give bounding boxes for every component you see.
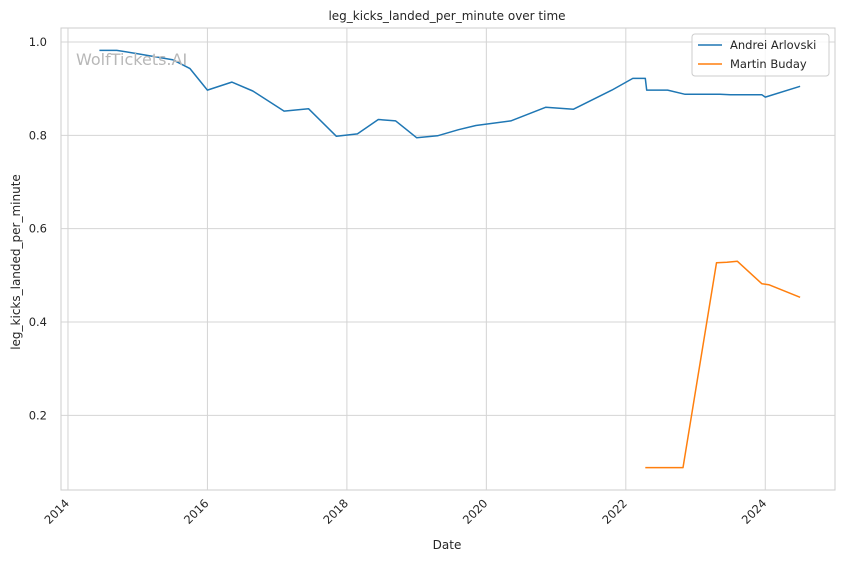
y-tick-label: 0.8: [29, 128, 47, 142]
legend-label-andrei-arlovski: Andrei Arlovski: [730, 38, 816, 52]
x-tick-label: 2016: [181, 496, 212, 527]
x-axis-ticks: 2014 2016 2018 2020 2022 2024: [41, 496, 769, 527]
legend-label-martin-buday: Martin Buday: [730, 57, 807, 71]
x-tick-label: 2014: [41, 496, 72, 527]
grid: [61, 28, 835, 490]
legend-box: [691, 33, 830, 77]
chart-title: leg_kicks_landed_per_minute over time: [328, 9, 565, 23]
y-tick-label: 0.2: [29, 408, 47, 422]
series-lines: [99, 49, 801, 469]
y-tick-label: 0.4: [29, 315, 47, 329]
y-tick-label: 0.6: [29, 222, 47, 236]
y-axis-ticks: 0.2 0.4 0.6 0.8 1.0: [29, 35, 47, 422]
x-axis-label: Date: [433, 538, 462, 552]
x-tick-label: 2024: [739, 496, 770, 527]
legend: Andrei Arlovski Martin Buday: [691, 33, 830, 77]
plot-area: [60, 27, 836, 491]
x-tick-label: 2022: [599, 496, 630, 527]
watermark: WolfTickets.AI: [76, 50, 187, 69]
y-tick-label: 1.0: [29, 35, 47, 49]
x-tick-label: 2020: [460, 496, 491, 527]
series-line-andrei-arlovski: [99, 49, 801, 139]
series-line-martin-buday: [645, 260, 801, 469]
y-axis-label: leg_kicks_landed_per_minute: [9, 174, 23, 350]
x-tick-label: 2018: [320, 496, 351, 527]
